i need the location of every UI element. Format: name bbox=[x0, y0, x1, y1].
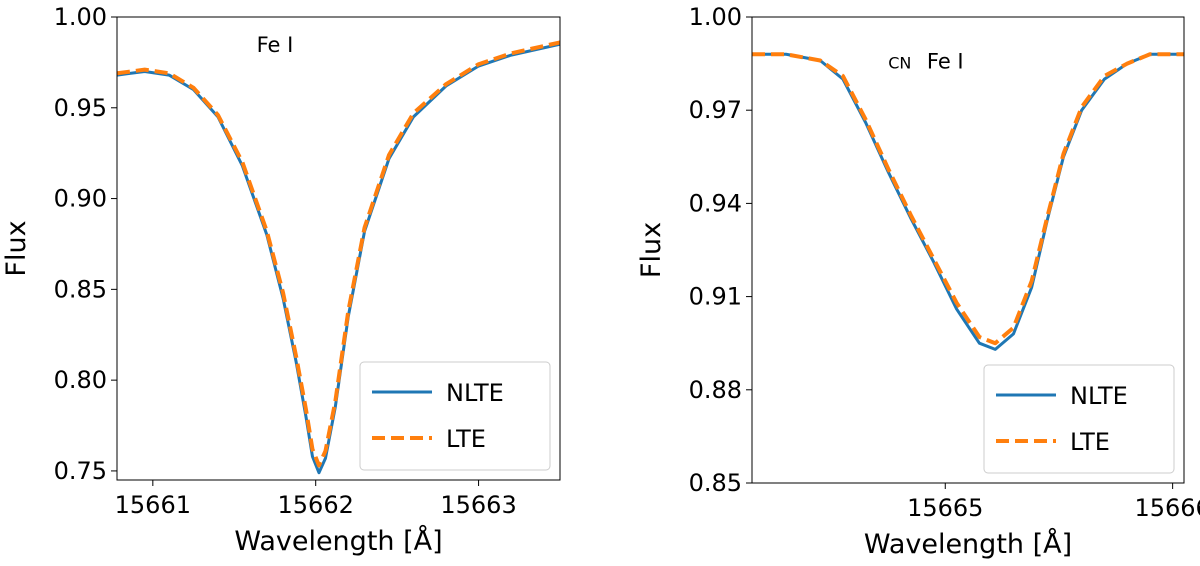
y-tick-label: 0.90 bbox=[54, 185, 107, 213]
y-tick-label: 0.80 bbox=[54, 366, 107, 394]
legend-label-lte: LTE bbox=[1070, 428, 1110, 456]
legend: NLTE LTE bbox=[359, 361, 551, 471]
legend-label-lte: LTE bbox=[446, 425, 486, 453]
legend-label-nlte: NLTE bbox=[446, 379, 504, 407]
annotation-cn: CN bbox=[888, 53, 911, 72]
x-axis-label: Wavelength [Å] bbox=[864, 528, 1072, 560]
y-tick-label: 0.97 bbox=[689, 96, 742, 124]
annotation-fe-i: Fe I bbox=[257, 33, 294, 57]
x-tick-label: 15661 bbox=[115, 491, 191, 519]
y-axis-label: Flux bbox=[636, 222, 667, 278]
y-tick-label: 0.91 bbox=[689, 283, 742, 311]
y-tick-label: 1.00 bbox=[689, 3, 742, 31]
y-tick-label: 0.94 bbox=[689, 189, 742, 217]
x-tick-label: 15662 bbox=[278, 491, 354, 519]
plot-frame bbox=[751, 16, 1185, 484]
legend-label-nlte: NLTE bbox=[1070, 382, 1128, 410]
y-tick-label: 0.95 bbox=[54, 94, 107, 122]
x-axis-label: Wavelength [Å] bbox=[234, 525, 442, 557]
legend: NLTE LTE bbox=[983, 364, 1175, 474]
chart-panel-left: 0.75 0.80 0.85 0.90 0.95 1.00 15661 15662 15663 W… bbox=[1, 3, 561, 557]
y-tick-label: 1.00 bbox=[54, 3, 107, 31]
y-tick-label: 0.88 bbox=[689, 376, 742, 404]
plot-frame bbox=[116, 16, 561, 481]
x-tick-label: 15665 bbox=[907, 494, 983, 522]
chart-panel-right: 0.85 0.88 0.91 0.94 0.97 1.00 15665 15666 Wavele… bbox=[636, 3, 1200, 560]
x-tick-label: 15663 bbox=[440, 491, 516, 519]
series-line-lte bbox=[117, 40, 560, 468]
y-tick-label: 0.85 bbox=[689, 469, 742, 497]
y-tick-label: 0.75 bbox=[54, 457, 107, 485]
y-axis-label: Flux bbox=[1, 220, 32, 276]
series-line-lte bbox=[752, 52, 1184, 346]
legend-box bbox=[359, 361, 551, 471]
x-tick-label: 15666 bbox=[1134, 494, 1200, 522]
y-tick-label: 0.85 bbox=[54, 275, 107, 303]
legend-box bbox=[983, 364, 1175, 474]
annotation-fe-i: Fe I bbox=[927, 49, 964, 73]
series-line-nlte bbox=[752, 52, 1184, 351]
